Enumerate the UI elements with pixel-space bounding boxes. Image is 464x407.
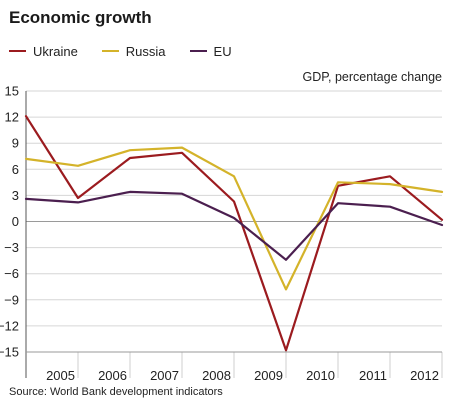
source-note: Source: World Bank development indicator… xyxy=(9,386,223,398)
y-tick-label: −9 xyxy=(4,292,19,307)
legend-label-russia: Russia xyxy=(125,43,166,59)
series-line-eu xyxy=(24,190,444,261)
x-tick-label: 2009 xyxy=(254,368,283,383)
x-tick-label: 2011 xyxy=(359,368,387,383)
y-tick-label: 15 xyxy=(5,84,19,99)
y-tick-label: −12 xyxy=(0,318,19,333)
y-tick-label: −15 xyxy=(0,345,19,360)
legend-item-russia: Russia xyxy=(101,43,166,59)
y-tick-label: −6 xyxy=(4,266,19,281)
y-tick-label: −3 xyxy=(4,240,19,255)
x-tick-label: 2012 xyxy=(410,368,439,383)
x-tick-label: 2010 xyxy=(306,368,335,383)
y-unit-label: GDP, percentage change xyxy=(302,70,442,84)
y-tick-label: 12 xyxy=(5,110,19,125)
series-lines xyxy=(24,115,444,352)
legend-swatch-ukraine xyxy=(9,50,26,52)
legend-label-eu: EU xyxy=(213,43,232,59)
y-tick-label: 9 xyxy=(12,136,19,151)
series-line-ukraine xyxy=(24,115,444,352)
grid-lines xyxy=(26,90,443,378)
legend-swatch-eu xyxy=(189,50,207,52)
x-tick-label: 2005 xyxy=(46,368,75,383)
chart-title: Economic growth xyxy=(9,8,152,27)
legend-item-eu: EU xyxy=(189,43,232,59)
x-tick-label: 2006 xyxy=(98,368,127,383)
legend-label-ukraine: Ukraine xyxy=(33,43,78,59)
x-tick-label: 2008 xyxy=(202,368,231,383)
y-tick-label: 3 xyxy=(12,188,19,203)
series-line-russia xyxy=(24,146,444,291)
x-tick-label: 2007 xyxy=(150,368,179,383)
legend-item-ukraine: Ukraine xyxy=(9,44,78,59)
axes: 15 12 9 6 3 0 −3 −6 −9 −12 −15 2005 2006 2007 2008 2009… xyxy=(0,84,442,383)
y-tick-label: 0 xyxy=(12,214,19,229)
y-tick-label: 6 xyxy=(12,162,19,177)
chart-legend: Ukraine Russia EU xyxy=(9,43,256,59)
legend-swatch-russia xyxy=(101,50,119,52)
